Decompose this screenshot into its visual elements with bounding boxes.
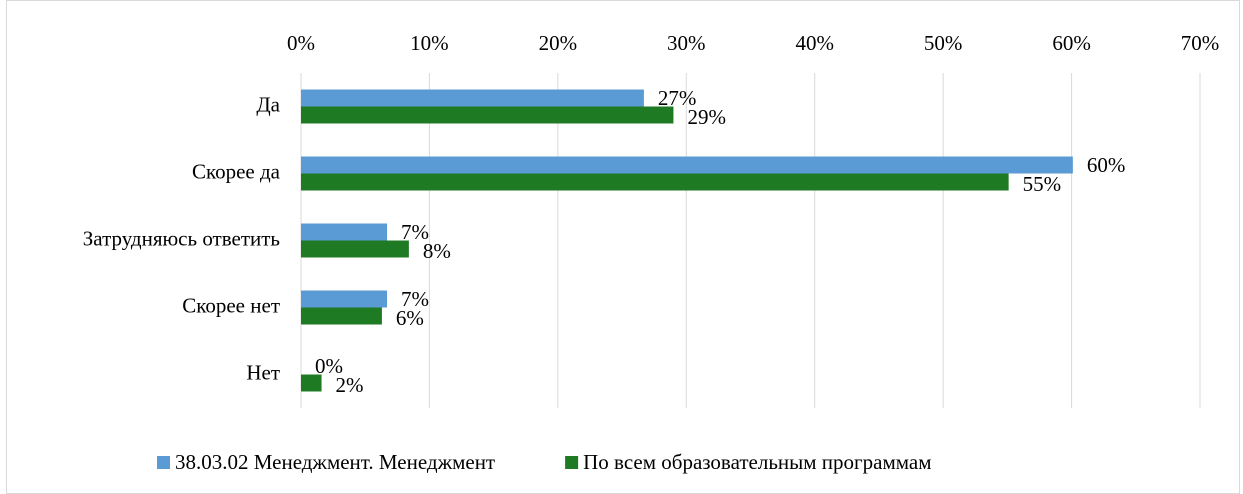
bar — [301, 240, 409, 258]
x-tick-label: 0% — [287, 31, 315, 55]
x-tick-label: 10% — [410, 31, 449, 55]
data-label: 2% — [336, 373, 364, 397]
data-label: 55% — [1023, 172, 1061, 196]
bar — [301, 173, 1009, 191]
data-label: 60% — [1087, 153, 1126, 177]
x-tick-label: 40% — [795, 31, 834, 55]
data-label: 7% — [401, 220, 429, 244]
bar — [301, 290, 388, 308]
legend-label: По всем образовательным программам — [583, 450, 931, 474]
data-label: 0% — [315, 354, 343, 378]
bar — [301, 223, 388, 241]
y-tick-label: Скорее нет — [182, 293, 280, 317]
legend-label: 38.03.02 Менеджмент. Менеджмент — [175, 450, 495, 474]
bar — [301, 307, 382, 325]
legend-swatch — [157, 456, 170, 469]
data-label: 29% — [687, 105, 726, 129]
data-label: 27% — [658, 86, 697, 110]
data-label: 8% — [423, 239, 451, 263]
y-tick-label: Скорее да — [192, 159, 281, 183]
data-label: 6% — [396, 306, 424, 330]
bar — [301, 156, 1073, 174]
bar — [301, 374, 322, 392]
y-tick-label: Затрудняюсь ответить — [83, 226, 280, 250]
legend-swatch — [565, 456, 579, 469]
x-tick-label: 50% — [924, 31, 963, 55]
x-tick-label: 70% — [1181, 31, 1220, 55]
y-tick-label: Нет — [246, 360, 280, 384]
x-tick-label: 60% — [1052, 31, 1091, 55]
bar — [301, 106, 674, 124]
x-tick-label: 30% — [667, 31, 706, 55]
x-tick-label: 20% — [539, 31, 578, 55]
bar — [301, 89, 644, 107]
chart-border — [6, 0, 1240, 494]
y-tick-label: Да — [256, 92, 280, 116]
data-label: 7% — [401, 287, 429, 311]
